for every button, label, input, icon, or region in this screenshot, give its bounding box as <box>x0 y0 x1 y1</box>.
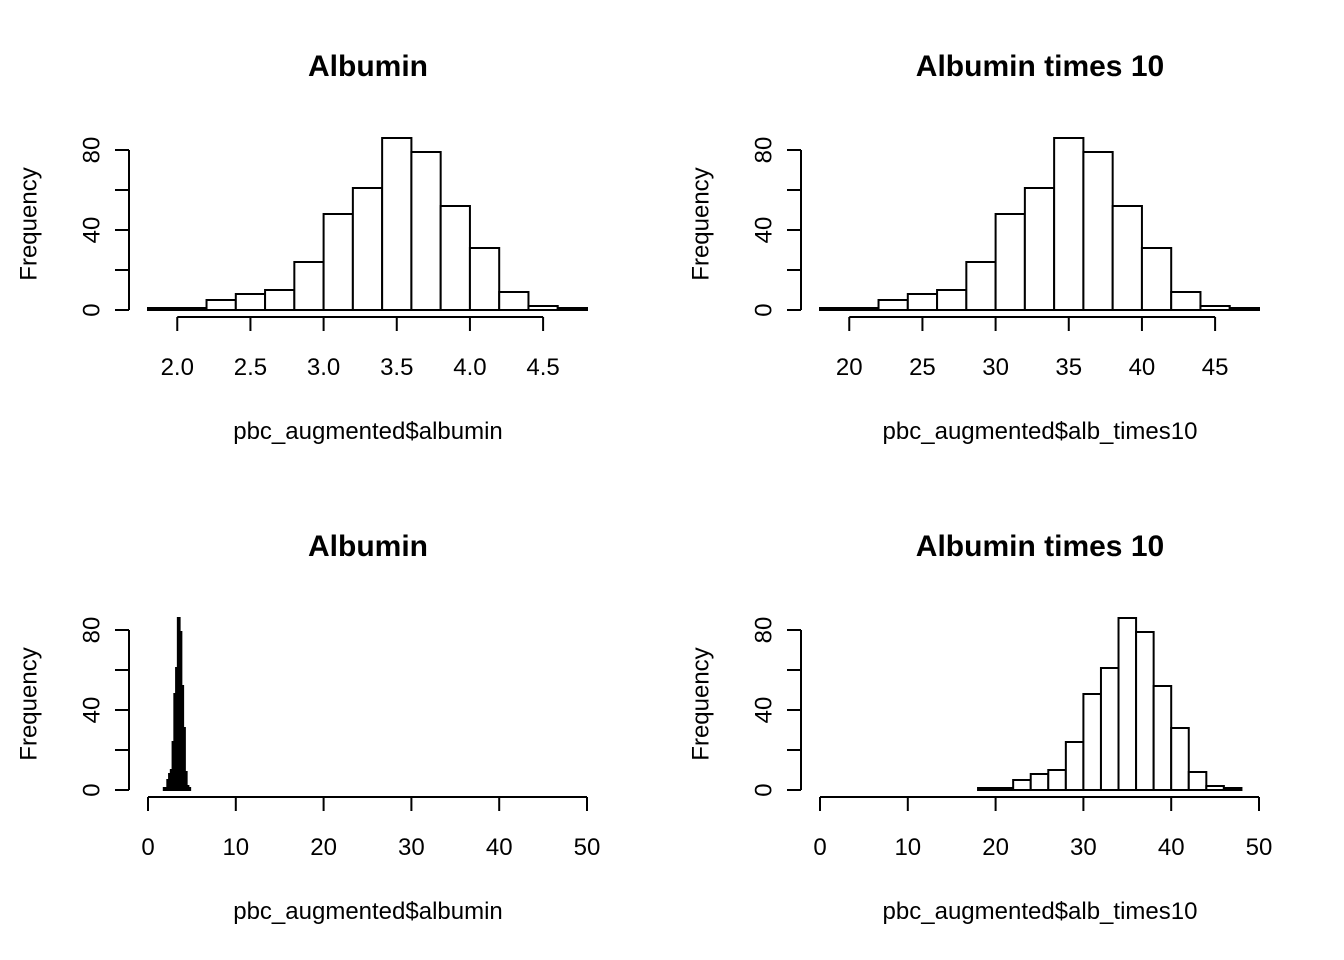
x-tick-label: 40 <box>1158 834 1185 861</box>
histogram-panel-albumin-times-10: Albumin times 10 20 25 30 35 40 45 0 40 80 pbc_aug… <box>687 50 1260 445</box>
histogram-bar <box>848 307 880 311</box>
x-tick-label: 45 <box>1202 354 1229 381</box>
histogram-bar <box>187 787 192 791</box>
histogram-bar <box>439 205 471 311</box>
x-tick-label: 3.5 <box>380 354 413 381</box>
x-tick-label: 2.5 <box>234 354 267 381</box>
histogram-bar <box>264 289 296 311</box>
histogram-bar <box>147 307 179 311</box>
histogram-bar <box>468 247 501 311</box>
x-tick-label: 0 <box>813 834 826 861</box>
y-tick-label: 80 <box>78 137 105 164</box>
histogram-bar <box>1222 787 1243 791</box>
y-axis-label: Frequency <box>687 647 714 760</box>
histogram-bar <box>176 307 208 311</box>
x-tick-label: 20 <box>836 354 863 381</box>
y-tick-label: 40 <box>750 217 777 244</box>
histogram-bar <box>381 137 413 311</box>
histogram-bar <box>1064 741 1085 791</box>
histogram-bar <box>819 307 851 311</box>
histogram-bar <box>1228 307 1260 311</box>
x-tick-label: 3.0 <box>307 354 340 381</box>
histogram-bar <box>877 299 909 311</box>
x-tick-label: 40 <box>486 834 513 861</box>
x-tick-label: 10 <box>894 834 921 861</box>
x-tick-label: 10 <box>222 834 249 861</box>
y-tick-label: 80 <box>78 617 105 644</box>
chart-title: Albumin <box>308 530 428 563</box>
x-axis-label: pbc_augmented$albumin <box>233 418 503 445</box>
x-tick-label: 50 <box>1246 834 1273 861</box>
y-axis-label: Frequency <box>687 167 714 280</box>
x-axis-label: pbc_augmented$alb_times10 <box>883 418 1198 445</box>
x-axis-label: pbc_augmented$alb_times10 <box>883 898 1198 925</box>
histogram-bar <box>1029 773 1050 791</box>
x-tick-label: 20 <box>982 834 1009 861</box>
histogram-bar <box>1053 137 1085 311</box>
histogram-bar <box>1023 187 1056 311</box>
x-tick-label: 30 <box>398 834 425 861</box>
y-tick-label: 40 <box>78 217 105 244</box>
histogram-panel-albumin: Albumin 2.0 2.5 3.0 3.5 4.0 4.5 0 40 80 pbc_augmen… <box>15 50 589 445</box>
histogram-bar <box>498 291 530 311</box>
x-tick-label: 2.0 <box>161 354 194 381</box>
y-axis-label: Frequency <box>15 647 42 760</box>
chart-title: Albumin times 10 <box>916 50 1164 83</box>
histogram-bar <box>351 187 384 311</box>
x-tick-label: 20 <box>310 834 337 861</box>
histogram-panel-albumin-shared-axis: Albumin 0 10 20 30 40 50 0 40 80 pbc_augmented$alb… <box>15 530 600 925</box>
y-tick-label: 40 <box>78 697 105 724</box>
histogram-bar <box>234 293 267 311</box>
histogram-bar <box>1205 785 1225 791</box>
histogram-bar <box>1012 779 1032 791</box>
histogram-bar <box>1047 769 1067 791</box>
histogram-bar <box>1170 727 1190 791</box>
x-tick-label: 35 <box>1055 354 1082 381</box>
x-tick-label: 40 <box>1129 354 1156 381</box>
histogram-bar <box>1187 771 1208 791</box>
histogram-bar <box>994 213 1026 311</box>
histogram-bar <box>906 293 939 311</box>
x-tick-label: 0 <box>141 834 154 861</box>
y-tick-label: 0 <box>78 783 105 796</box>
x-tick-label: 30 <box>1070 834 1097 861</box>
chart-title: Albumin times 10 <box>916 530 1164 563</box>
histogram-bar <box>965 261 997 311</box>
histogram-bar <box>977 787 997 791</box>
y-axis-label: Frequency <box>15 167 42 280</box>
histogram-bar <box>293 261 325 311</box>
y-tick-label: 80 <box>750 137 777 164</box>
y-tick-label: 40 <box>750 697 777 724</box>
histogram-bar <box>1111 205 1143 311</box>
y-tick-label: 0 <box>78 303 105 316</box>
x-tick-label: 50 <box>574 834 601 861</box>
histogram-panel-albumin-times-10-shared-axis: Albumin times 10 0 10 20 30 40 50 0 40 80 pbc_augm… <box>687 530 1272 925</box>
histogram-bar <box>205 299 237 311</box>
histogram-bar <box>1135 631 1155 791</box>
histogram-bar <box>936 289 968 311</box>
histogram-bar <box>322 213 354 311</box>
histogram-bar <box>556 307 589 311</box>
x-tick-label: 4.0 <box>453 354 486 381</box>
histogram-bar <box>1117 617 1138 791</box>
histogram-bar <box>1099 667 1120 791</box>
histogram-bar <box>1082 693 1102 791</box>
x-tick-label: 25 <box>909 354 936 381</box>
histogram-bar <box>1170 291 1202 311</box>
y-tick-label: 0 <box>750 783 777 796</box>
x-axis-label: pbc_augmented$albumin <box>233 898 503 925</box>
histogram-bar <box>994 787 1015 791</box>
histogram-bar <box>1152 685 1173 791</box>
histogram-bar <box>1199 305 1231 311</box>
x-tick-label: 4.5 <box>526 354 559 381</box>
y-tick-label: 80 <box>750 617 777 644</box>
histogram-bar <box>1082 151 1114 311</box>
y-tick-label: 0 <box>750 303 777 316</box>
histogram-bar <box>1140 247 1173 311</box>
x-tick-label: 30 <box>982 354 1009 381</box>
chart-title: Albumin <box>308 50 428 83</box>
histogram-bar <box>527 305 559 311</box>
histogram-bar <box>410 151 442 311</box>
